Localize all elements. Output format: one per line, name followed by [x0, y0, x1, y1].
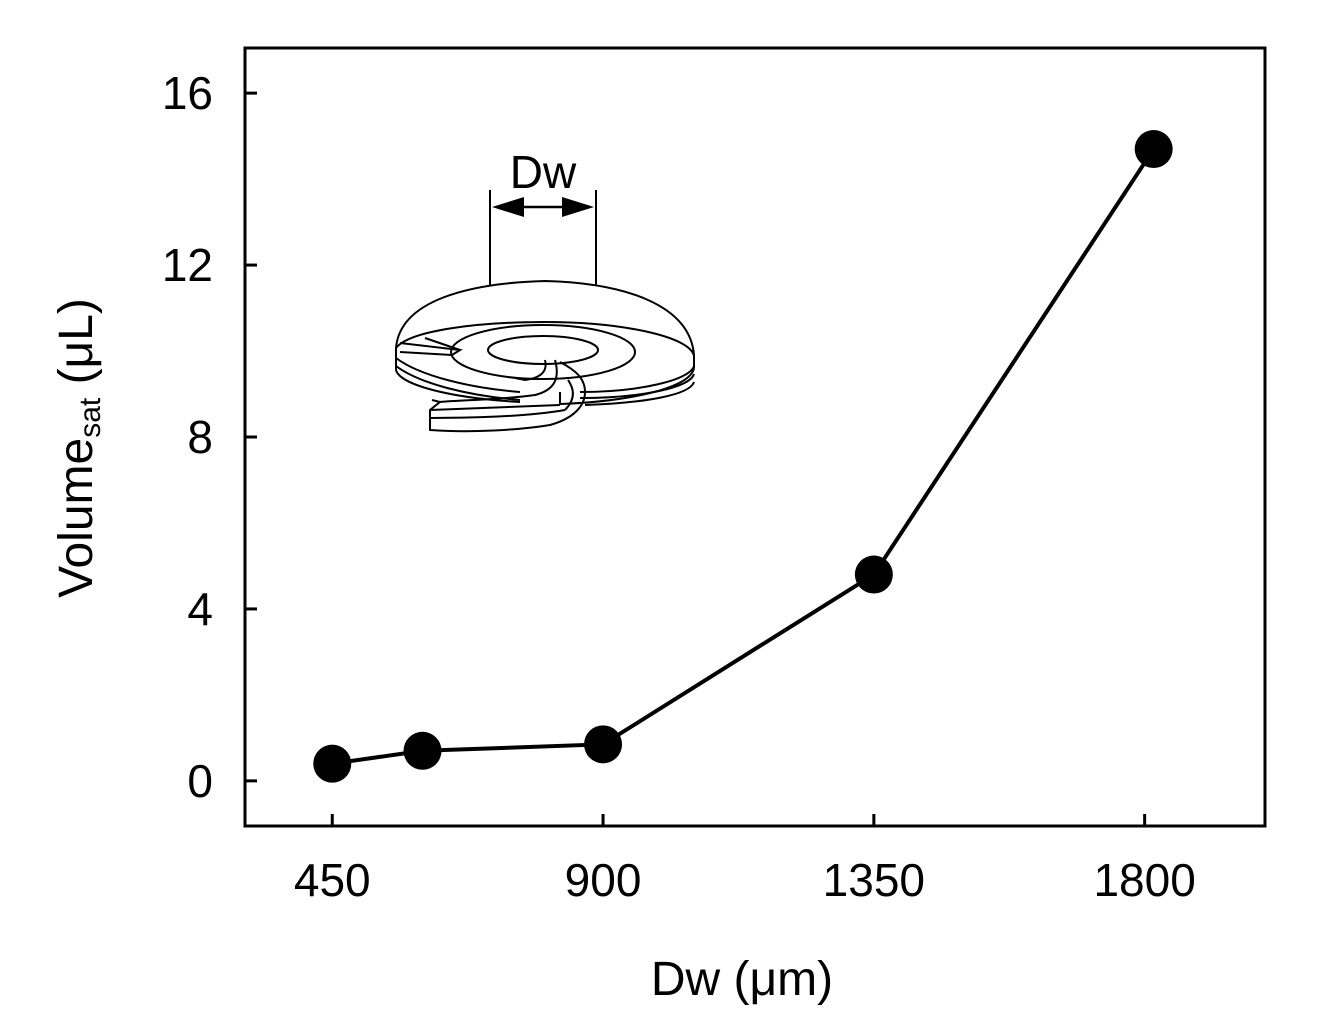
inset-label: Dw	[510, 146, 577, 198]
data-point	[1134, 130, 1173, 169]
y-tick-label: 12	[162, 239, 213, 291]
data-point	[313, 744, 352, 783]
y-tick-label: 4	[187, 583, 213, 635]
y-tick-label: 0	[187, 755, 213, 807]
y-axis-title-main: Volume	[50, 438, 103, 598]
x-tick-label: 1800	[1093, 854, 1195, 906]
x-axis-title: Dw (μm)	[651, 953, 833, 1006]
data-point	[854, 555, 893, 594]
series-points	[313, 130, 1173, 783]
x-tick-label: 900	[565, 854, 642, 906]
x-tick-label: 450	[294, 854, 371, 906]
y-axis-title-subscript: sat	[74, 397, 107, 438]
plot-frame	[243, 46, 1267, 828]
y-tick-label: 8	[187, 411, 213, 463]
data-point	[403, 731, 442, 770]
y-axis-title-unit: (μL)	[50, 298, 103, 398]
y-axis-ticks: 0 4 8 12 16	[162, 67, 257, 807]
x-axis-ticks: 450 900 1350 1800	[294, 814, 1196, 906]
x-tick-label: 1350	[823, 854, 925, 906]
y-axis-title: Volumesat (μL)	[50, 298, 107, 598]
annular-disc-device-icon	[395, 190, 695, 433]
y-tick-label: 16	[162, 67, 213, 119]
series-line	[331, 147, 1156, 766]
data-point	[584, 725, 623, 764]
